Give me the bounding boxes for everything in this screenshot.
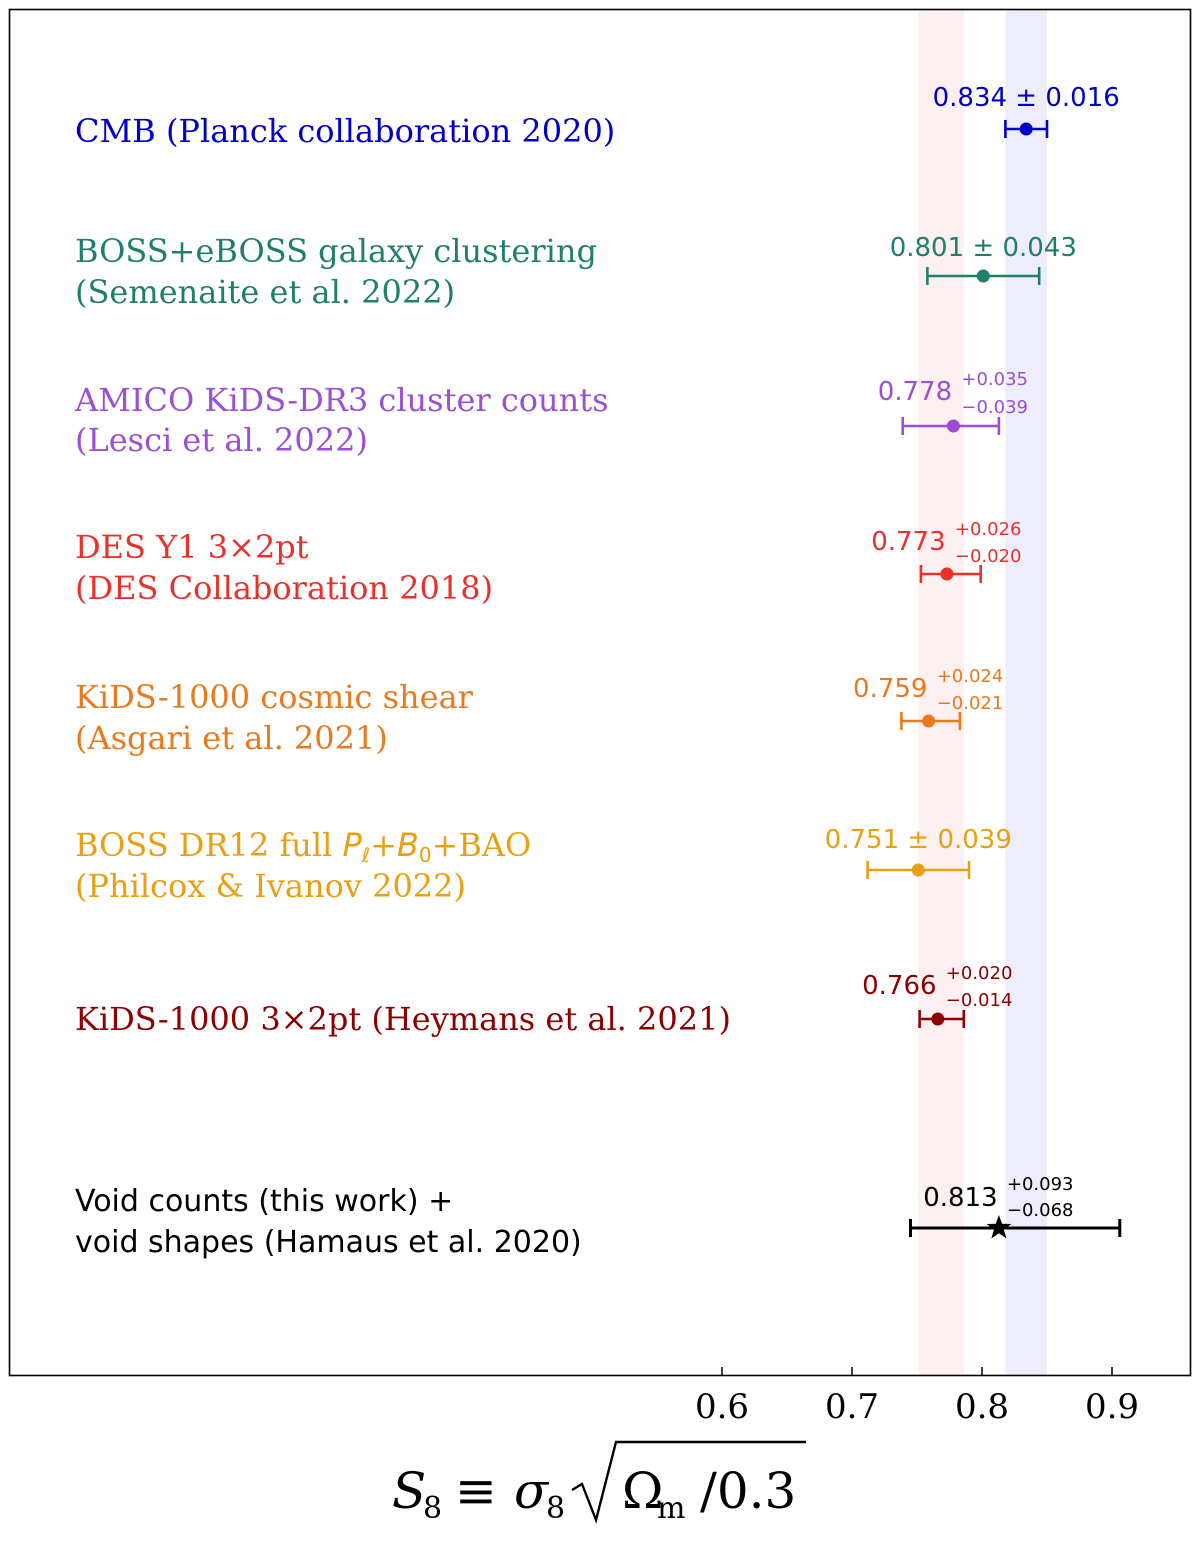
entry-label-line: BOSS+eBOSS galaxy clustering [75,232,597,270]
value-err: 0.016 [1045,83,1119,113]
value-err: 0.043 [1002,233,1076,263]
x-tick-label: 0.6 [695,1387,749,1427]
entry-label-line: KiDS-1000 cosmic shear [75,678,474,716]
entry-label-line: CMB (Planck collaboration 2020) [75,112,615,150]
entry-label-line: void shapes (Hamaus et al. 2020) [75,1225,582,1260]
entry-label-line: (Asgari et al. 2021) [75,719,388,757]
sqrt-sign [571,1440,806,1524]
xlabel-rest: /0.3 [700,1462,796,1520]
entry-3: AMICO KiDS-DR3 cluster counts(Lesci et a… [74,369,1028,459]
point-marker [940,567,954,581]
value-err-plus: +0.035 [961,369,1028,390]
value-main: 0.813 [923,1183,997,1213]
entry-4: DES Y1 3×2pt(DES Collaboration 2018) 0.77… [75,519,1022,607]
value-err-minus: −0.014 [946,990,1013,1011]
value-main: 0.778 [878,377,952,407]
value-label: 0.834 ± 0.016 [933,83,1120,113]
entry-label-line: (DES Collaboration 2018) [75,569,493,607]
tension-bands [918,10,1047,1375]
x-tick-label: 0.9 [1085,1387,1139,1427]
value-main: 0.801 [890,233,964,263]
entry-5: KiDS-1000 cosmic shear(Asgari et al. 202… [75,666,1003,757]
value-label: 0.801 ± 0.043 [890,233,1077,263]
x-tick-label: 0.7 [825,1387,879,1427]
value-err: 0.039 [937,825,1011,855]
value-err-plus: +0.026 [955,519,1022,540]
value-main: 0.766 [862,971,936,1001]
blue-band [1005,10,1047,1375]
measurement-entries: CMB (Planck collaboration 2020) 0.834 ± 0… [74,83,1122,1260]
entry-label-line: Void counts (this work) + [75,1184,453,1219]
entry-label-line: (Semenaite et al. 2022) [75,273,455,311]
value-pm: ± [964,233,1002,263]
label-part: P [343,826,363,864]
pink-band [918,10,964,1375]
entry-label-line: DES Y1 3×2pt [75,528,309,566]
value-main: 0.834 [933,83,1007,113]
value-pm: ± [899,825,937,855]
entry-2: BOSS+eBOSS galaxy clustering(Semenaite e… [75,232,1077,311]
value-err-plus: +0.020 [946,963,1013,984]
x-axis-ticks: 0.6 0.7 0.8 0.9 [695,1367,1139,1427]
value-err-plus: +0.093 [1007,1174,1074,1195]
entry-label-line: (Philcox & Ivanov 2022) [75,867,466,905]
entry-label-line: BOSS DR12 full Pℓ+B0+BAO [75,826,531,867]
label-part: ℓ [361,843,370,867]
entry-7: KiDS-1000 3×2pt (Heymans et al. 2021) 0.7… [75,963,1012,1038]
value-err-minus: −0.021 [937,693,1004,714]
value-err-minus: −0.068 [1007,1200,1074,1221]
xlabel-sigma: σ [514,1462,550,1520]
point-marker [911,863,925,877]
xlabel-s: S [392,1462,426,1520]
point-marker [946,419,960,433]
value-err-minus: −0.020 [955,546,1022,567]
star-marker [986,1215,1012,1239]
value-main: 0.773 [871,527,945,557]
xlabel-s-sub: 8 [423,1491,442,1526]
entry-1: CMB (Planck collaboration 2020) 0.834 ± 0… [75,83,1120,150]
value-err-minus: −0.039 [961,397,1028,418]
value-main: 0.759 [853,674,927,704]
entry-6: BOSS DR12 full Pℓ+B0+BAO(Philcox & Ivano… [75,825,1012,905]
x-axis-label: S8 ≡ σ8 Ωm/0.3 [392,1440,806,1526]
xlabel-omega: Ω [622,1462,663,1520]
entry-8: Void counts (this work) + void shapes (Ha… [75,1174,1122,1260]
value-err-plus: +0.024 [937,666,1004,687]
point-marker [1019,122,1033,136]
label-part: 0 [419,843,432,867]
value-label: 0.751 ± 0.039 [825,825,1012,855]
xlabel-sigma-sub: 8 [546,1491,565,1526]
xlabel-omega-sub: m [657,1491,685,1526]
entry-label-line: AMICO KiDS-DR3 cluster counts [74,381,609,419]
point-marker [976,269,990,283]
value-main: 0.751 [825,825,899,855]
point-marker [922,714,936,728]
entry-label-line: KiDS-1000 3×2pt (Heymans et al. 2021) [75,1000,731,1038]
label-part: BOSS DR12 full [75,826,343,864]
label-part: B [397,826,419,864]
plot-frame [8,8,1192,1377]
value-pm: ± [1007,83,1045,113]
xlabel-equiv: ≡ [455,1462,497,1520]
label-part: + [370,826,397,864]
entry-label-line: (Lesci et al. 2022) [75,421,368,459]
label-part: +BAO [432,826,532,864]
x-tick-label: 0.8 [955,1387,1009,1427]
point-marker [931,1012,945,1026]
